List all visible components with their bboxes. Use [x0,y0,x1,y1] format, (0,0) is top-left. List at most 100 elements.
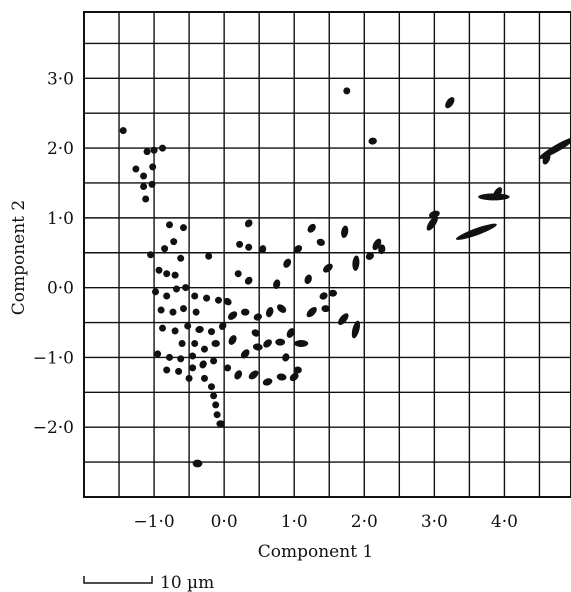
data-point [319,292,328,300]
x-tick-label: 4·0 [491,512,518,532]
data-point [155,266,163,274]
data-point [170,238,178,246]
data-point [180,224,187,232]
data-point [177,355,185,363]
data-point [338,313,349,325]
data-point [343,87,351,95]
y-axis-title: Component 2 [9,200,29,316]
data-point [175,367,183,375]
data-point [276,304,287,313]
data-point [140,183,148,190]
data-point [166,353,173,361]
data-point [236,240,244,248]
data-point [182,284,190,292]
data-point [213,411,221,419]
data-point [304,274,312,285]
data-point [351,320,361,339]
data-point [211,340,220,347]
data-point [161,245,169,253]
data-point [119,127,127,135]
data-point [192,308,200,316]
data-point [259,245,267,254]
data-point [177,254,185,262]
data-point [201,374,208,382]
data-point [147,251,155,259]
data-point [216,420,225,428]
data-point [163,292,171,300]
data-point [240,308,250,316]
data-point [189,352,197,360]
data-point [273,279,281,290]
y-tick-label: −1·0 [33,348,74,368]
data-point [189,364,197,372]
data-point [306,306,317,318]
y-tick-label: 1·0 [47,209,74,229]
data-point [426,216,438,231]
y-tick-label: 2·0 [47,139,74,159]
y-tick-label: 0·0 [47,279,74,299]
data-point [244,276,253,285]
x-tick-label: 2·0 [351,512,378,532]
data-point [171,327,179,335]
data-point [294,340,309,347]
x-tick-label: −1·0 [133,512,174,532]
data-point [455,223,497,240]
data-point [203,294,211,302]
data-point [195,325,204,334]
data-point [492,187,503,200]
data-points [119,87,571,468]
data-point [192,459,203,468]
y-tick-label: 3·0 [47,69,74,89]
data-point [240,349,250,359]
data-point [159,324,166,332]
data-point [234,270,242,278]
data-point [142,195,150,203]
data-point [148,180,156,188]
data-point [227,311,238,320]
grid [83,12,571,498]
data-point [224,364,232,372]
plot-frame [83,11,571,498]
data-point [328,289,338,297]
data-point [207,383,216,391]
data-point [368,137,377,145]
scale-bar: 10 µm [83,573,214,592]
data-point [215,296,222,304]
scale-bar-line [83,576,153,584]
data-point [365,252,374,260]
data-point [253,313,262,321]
data-point [323,263,333,273]
data-point [293,245,303,254]
data-point [352,255,360,271]
data-point [143,148,151,156]
data-point [293,366,302,374]
data-point [282,353,290,362]
data-point [248,370,259,380]
data-point [163,366,171,374]
data-point [173,285,180,293]
data-point [180,305,187,313]
data-point [191,292,199,300]
data-point [212,401,220,409]
data-point [283,258,292,268]
data-point [149,163,157,171]
y-tick-labels: 3·0 2·0 1·0 0·0 −1·0 −2·0 [33,69,74,438]
data-point [307,223,316,233]
data-point [185,374,193,382]
data-point [276,373,287,381]
data-point [234,370,243,380]
scale-bar-label: 10 µm [160,573,214,592]
x-tick-label: 1·0 [281,512,308,532]
data-point [169,308,177,316]
data-point [191,339,199,348]
data-point [150,146,158,154]
data-point [245,243,253,251]
data-point [178,340,186,347]
data-point [184,322,192,330]
data-point [171,271,179,279]
data-point [321,305,330,313]
data-point [157,306,165,314]
data-point [542,152,551,165]
data-point [228,335,237,345]
